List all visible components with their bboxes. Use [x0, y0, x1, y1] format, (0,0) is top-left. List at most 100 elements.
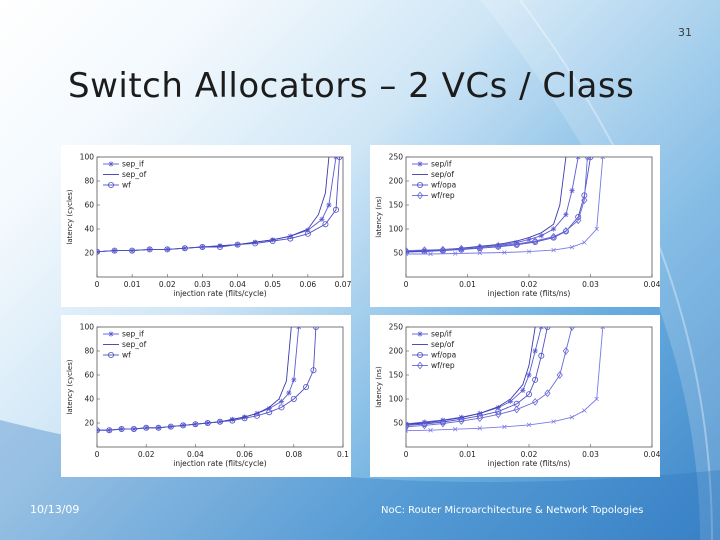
y-tick-label: 100 — [80, 323, 95, 332]
data-point — [130, 426, 137, 433]
y-tick-label: 200 — [389, 347, 404, 356]
data-point — [600, 327, 606, 330]
data-point — [502, 424, 507, 430]
x-tick-label: 0.04 — [644, 450, 660, 459]
data-point — [544, 327, 551, 330]
x-tick-label: 0.06 — [236, 450, 253, 459]
data-point — [312, 327, 319, 330]
data-point — [421, 420, 428, 427]
data-point — [406, 422, 409, 429]
data-point — [417, 182, 424, 189]
data-point — [286, 390, 292, 396]
y-tick-label: 250 — [389, 323, 404, 332]
y-tick-label: 40 — [84, 395, 94, 404]
footer-text: NoC: Router Microarchitecture & Network … — [381, 505, 644, 516]
data-point — [563, 212, 569, 218]
data-point — [216, 244, 223, 251]
data-point — [278, 398, 285, 404]
y-tick-label: 60 — [84, 371, 94, 380]
data-point — [111, 247, 118, 254]
data-point — [569, 244, 575, 250]
data-point — [428, 251, 433, 257]
x-tick-label: 0 — [95, 450, 100, 459]
legend-label: sep_of — [122, 170, 147, 179]
data-point — [594, 396, 599, 402]
page-number: 31 — [678, 26, 692, 39]
data-point — [544, 389, 551, 398]
data-point — [97, 248, 100, 255]
data-point — [538, 233, 544, 239]
series-group — [97, 157, 343, 255]
data-point — [266, 406, 272, 412]
data-point — [575, 157, 581, 160]
data-point — [234, 241, 241, 248]
x-tick-label: 0.1 — [337, 450, 349, 459]
data-point — [477, 250, 483, 256]
x-tick-label: 0.08 — [285, 450, 302, 459]
data-point — [526, 249, 532, 254]
y-tick-label: 40 — [84, 225, 94, 234]
data-point — [417, 161, 423, 167]
data-point — [326, 202, 332, 208]
y-tick-label: 150 — [389, 201, 404, 210]
data-point — [568, 327, 576, 331]
legend-label: sep_if — [122, 330, 144, 339]
series-line — [406, 327, 573, 428]
data-point — [319, 216, 325, 222]
data-point — [551, 226, 557, 232]
data-point — [108, 331, 114, 337]
data-point — [252, 240, 259, 247]
data-point — [458, 244, 465, 253]
data-point — [180, 422, 187, 429]
series-line — [406, 157, 588, 252]
x-tick-label: 0.03 — [194, 280, 211, 289]
data-point — [495, 242, 501, 248]
x-tick-label: 0 — [404, 280, 409, 289]
data-point — [305, 227, 311, 233]
data-point — [336, 157, 343, 160]
data-point — [310, 367, 317, 374]
data-point — [241, 415, 248, 422]
series-line — [406, 327, 536, 425]
data-point — [421, 421, 428, 430]
data-point — [129, 247, 136, 254]
data-point — [266, 409, 273, 416]
data-point — [296, 327, 302, 330]
data-point — [476, 243, 483, 252]
data-point — [417, 352, 424, 359]
data-point — [439, 419, 447, 428]
data-point — [587, 157, 594, 160]
data-point — [199, 244, 206, 251]
data-point — [108, 161, 114, 167]
data-point — [569, 188, 575, 194]
series-group — [406, 327, 606, 433]
data-point — [108, 182, 115, 189]
data-point — [532, 237, 539, 245]
data-point — [551, 419, 556, 424]
data-point — [406, 249, 409, 256]
data-point — [600, 157, 606, 160]
x-tick-label: 0.02 — [521, 280, 538, 289]
data-point — [269, 238, 276, 245]
x-tick-label: 0 — [404, 450, 409, 459]
y-tick-label: 20 — [84, 249, 94, 258]
x-tick-label: 0.04 — [644, 280, 660, 289]
data-point — [562, 347, 570, 355]
x-tick-label: 0.02 — [521, 450, 538, 459]
data-point — [253, 412, 260, 419]
data-point — [439, 419, 446, 426]
data-point — [322, 221, 329, 228]
x-tick-label: 0.02 — [138, 450, 155, 459]
legend-label: sep_of — [122, 340, 147, 349]
data-point — [458, 417, 465, 425]
legend-label: sep/of — [431, 340, 454, 349]
data-point — [584, 157, 591, 161]
data-point — [550, 232, 557, 241]
data-point — [440, 247, 446, 253]
footer-date: 10/13/09 — [30, 503, 80, 516]
data-point — [167, 423, 174, 430]
